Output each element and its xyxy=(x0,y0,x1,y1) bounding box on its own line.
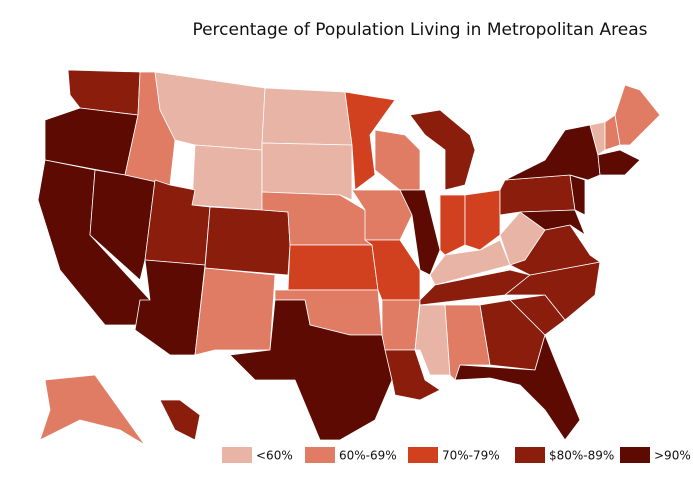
legend-label: >90% xyxy=(654,449,691,463)
state xyxy=(409,109,476,191)
state xyxy=(287,244,379,291)
state xyxy=(204,206,291,276)
state xyxy=(454,334,581,441)
state xyxy=(261,87,353,146)
regions xyxy=(37,69,661,446)
state xyxy=(374,129,421,191)
legend-label: 60%-69% xyxy=(339,449,397,463)
state xyxy=(569,174,586,216)
legend-swatch xyxy=(515,447,545,463)
state xyxy=(597,149,641,176)
state xyxy=(381,299,421,351)
state xyxy=(229,299,393,441)
legend-label: 70%-79% xyxy=(442,449,500,463)
state xyxy=(261,142,353,201)
legend-label: <60% xyxy=(256,449,293,463)
state xyxy=(134,259,206,356)
legend-swatch xyxy=(620,447,650,463)
state xyxy=(464,189,501,251)
legend: <60% 60%-69% 70%-79% $80%-89% >90% xyxy=(222,447,691,463)
state xyxy=(191,144,263,211)
state xyxy=(194,267,276,356)
legend-swatch xyxy=(222,447,252,463)
state xyxy=(39,374,146,446)
state xyxy=(439,194,466,256)
state xyxy=(614,84,661,146)
legend-swatch xyxy=(305,447,335,463)
state xyxy=(504,124,601,181)
state xyxy=(519,209,586,236)
state xyxy=(499,174,576,216)
state xyxy=(384,349,441,401)
legend-label: $80%-89% xyxy=(549,449,614,463)
state xyxy=(159,399,201,441)
legend-swatch xyxy=(408,447,438,463)
state xyxy=(344,91,396,191)
map-title: Percentage of Population Living in Metro… xyxy=(192,20,647,40)
